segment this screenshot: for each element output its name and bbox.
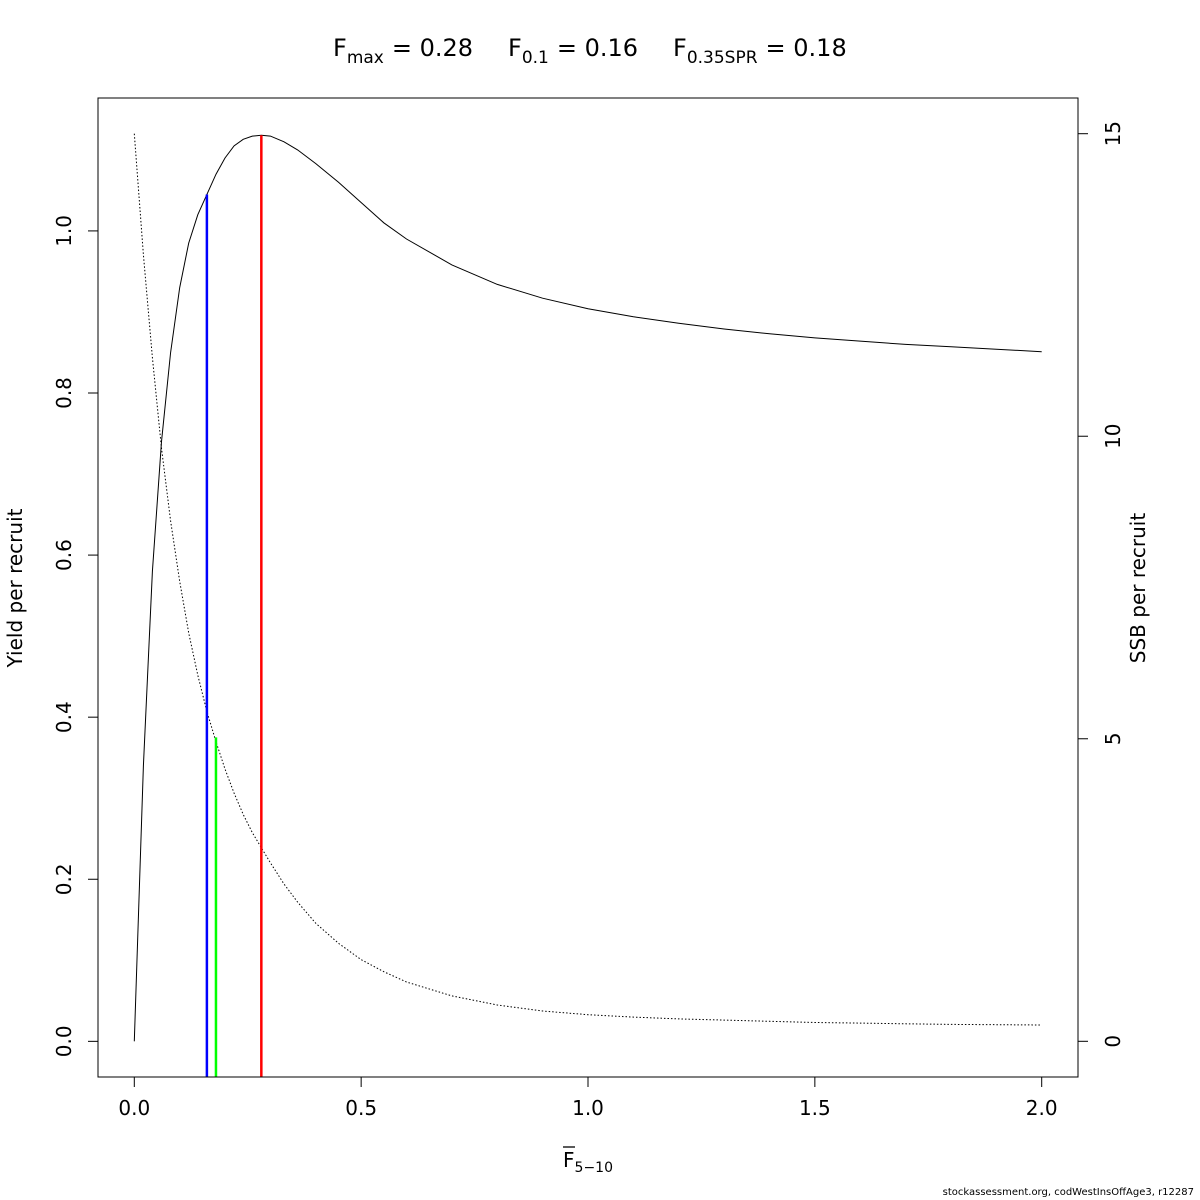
y-tick-label: 1.0: [52, 215, 76, 247]
fmax-label: F: [333, 34, 347, 62]
x-tick-label: 0.5: [345, 1096, 377, 1120]
y-tick-label: 0.4: [52, 701, 76, 733]
reference-lines: [205, 135, 263, 1077]
fmax-value: = 0.28: [392, 34, 473, 62]
x-axis-label-subscript: 5−10: [575, 1160, 613, 1176]
fmax-subscript: max: [347, 48, 384, 68]
f01-label: F: [508, 34, 522, 62]
y2-tick-label: 15: [1101, 121, 1125, 146]
x-axis-label-base: F: [563, 1148, 575, 1172]
series-layer: [133, 133, 1042, 1042]
x-axis: 0.0 0.5 1.0 1.5 2.0: [118, 1076, 1058, 1120]
y-tick-label: 0.0: [52, 1025, 76, 1057]
f01-value: = 0.16: [557, 34, 638, 62]
chart-title: Fmax = 0.28 F0.1 = 0.16 F0.35SPR = 0.18: [333, 34, 847, 68]
f01-subscript: 0.1: [522, 48, 549, 68]
x-tick-label: 2.0: [1026, 1096, 1058, 1120]
yield-per-recruit-line: [133, 134, 1042, 1042]
y2-tick-label: 0: [1101, 1035, 1125, 1048]
y-tick-label: 0.6: [52, 539, 76, 571]
f035-value: = 0.18: [766, 34, 847, 62]
y-axis-right: 0 5 10 15: [1077, 121, 1125, 1048]
ssb-per-recruit-line: [133, 133, 1042, 1026]
y2-tick-label: 5: [1101, 732, 1125, 745]
y2-tick-label: 10: [1101, 423, 1125, 448]
f035-label: F: [673, 34, 687, 62]
x-tick-label: 0.0: [118, 1096, 150, 1120]
y-axis-left: 0.0 0.2 0.4 0.6 0.8 1.0: [52, 215, 99, 1057]
y-tick-label: 0.2: [52, 863, 76, 895]
y2-axis-label: SSB per recruit: [1126, 513, 1150, 664]
x-tick-label: 1.0: [572, 1096, 604, 1120]
x-axis-label: F5−10: [563, 1148, 613, 1176]
plot-frame: [97, 97, 1079, 1078]
y-tick-label: 0.8: [52, 377, 76, 409]
y-axis-label: Yield per recruit: [3, 508, 27, 668]
f035-subscript: 0.35SPR: [687, 48, 758, 68]
footer-credit: stockassessment.org, codWestInsOffAge3, …: [942, 1187, 1194, 1198]
x-tick-label: 1.5: [799, 1096, 831, 1120]
